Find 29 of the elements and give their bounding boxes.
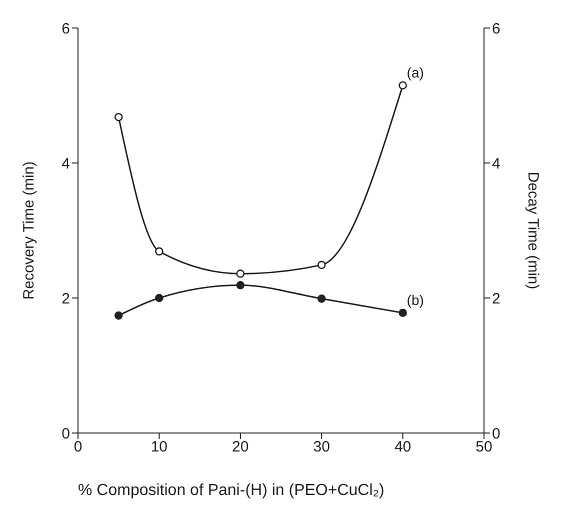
- point: [114, 311, 123, 320]
- x-tick-label: 30: [313, 438, 330, 456]
- point: [398, 81, 407, 90]
- y2-tick-label: 0: [492, 425, 500, 442]
- series-label: (b): [406, 292, 424, 308]
- point: [236, 270, 245, 278]
- point: [155, 247, 164, 256]
- y2-tick-label: 6: [492, 20, 500, 38]
- point: [236, 281, 245, 290]
- x-axis-title: % Composition of Pani-(H) in (PEO+CuCl₂): [78, 482, 384, 499]
- point: [317, 294, 326, 303]
- y-tick-label: 2: [62, 290, 70, 308]
- x-tick-label: 0: [74, 438, 82, 456]
- point: [398, 308, 407, 317]
- point: [155, 294, 164, 302]
- y-tick-label: 6: [62, 20, 70, 38]
- point: [317, 260, 326, 270]
- x-tick-label: 10: [150, 438, 168, 456]
- x-tick-label: 50: [476, 438, 492, 456]
- x-tick-label: 20: [232, 438, 249, 456]
- point: [114, 112, 123, 122]
- y-axis-title: Recovery Time (min): [20, 161, 38, 300]
- x-tick-label: 40: [394, 438, 412, 456]
- y-tick-label: 0: [62, 425, 70, 442]
- series-label: (a): [406, 64, 424, 80]
- y2-axis-title: Decay Time (min): [524, 172, 542, 290]
- y-tick-label: 4: [62, 155, 70, 172]
- y2-tick-label: 4: [492, 155, 500, 172]
- y2-tick-label: 2: [492, 290, 500, 308]
